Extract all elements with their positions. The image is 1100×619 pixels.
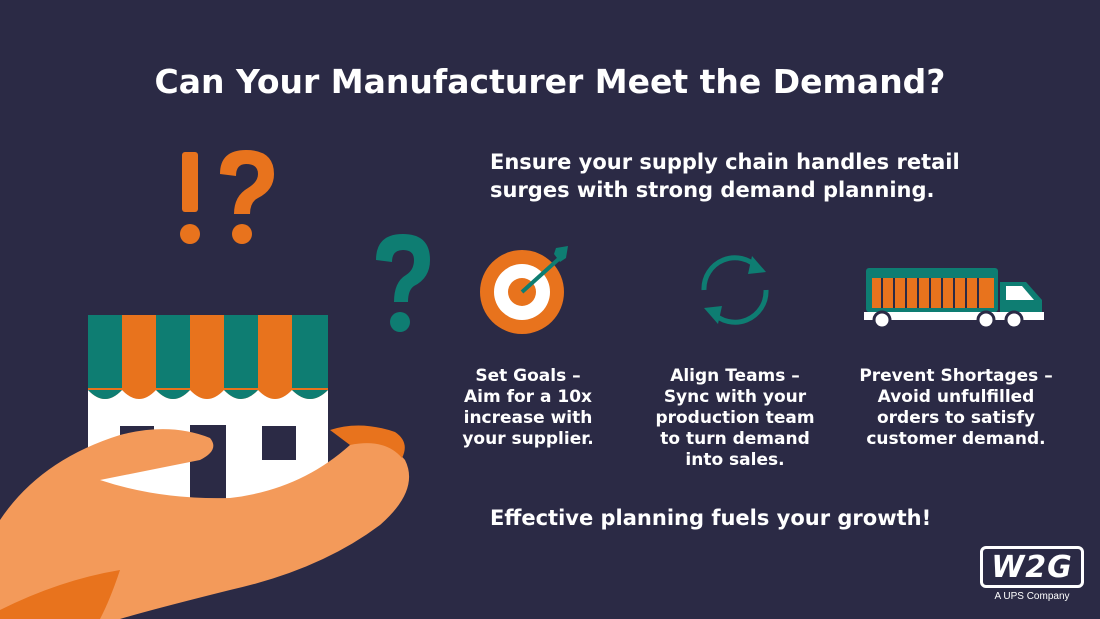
feature-line: Sync with your <box>663 387 807 407</box>
feature-align-teams: Align Teams – Sync with your production … <box>640 366 830 471</box>
feature-prevent-shortages: Prevent Shortages – Avoid unfulfilled or… <box>848 366 1064 450</box>
logo-tagline: A UPS Company <box>994 591 1070 602</box>
feature-line: Prevent Shortages – <box>859 366 1053 386</box>
footer-text: Effective planning fuels your growth! <box>490 506 932 530</box>
feature-line: Align Teams – <box>670 366 800 386</box>
feature-line: Aim for a 10x <box>463 387 592 407</box>
feature-line: to turn demand <box>660 429 810 449</box>
w2g-logo: W2G A UPS Company <box>980 546 1088 602</box>
feature-line: Avoid unfulfilled <box>877 387 1035 407</box>
subtitle: Ensure your supply chain handles retail … <box>490 148 1050 204</box>
hand-shop-illustration <box>0 315 410 619</box>
exclamation-question-icon <box>180 150 274 244</box>
truck-icon <box>864 268 1044 330</box>
feature-line: Set Goals – <box>475 366 581 386</box>
feature-line: production team <box>655 408 815 428</box>
feature-line: into sales. <box>685 450 785 470</box>
target-icon <box>480 246 568 334</box>
feature-line: orders to satisfy <box>876 408 1036 428</box>
logo-mark: W2G <box>980 546 1084 588</box>
page-title: Can Your Manufacturer Meet the Demand? <box>154 62 946 101</box>
feature-line: your supplier. <box>462 429 594 449</box>
feature-line: customer demand. <box>866 429 1046 449</box>
subtitle-line: surges with strong demand planning. <box>490 178 935 202</box>
subtitle-line: Ensure your supply chain handles retail <box>490 150 960 174</box>
feature-set-goals: Set Goals – Aim for a 10x increase with … <box>448 366 608 450</box>
sync-icon <box>701 255 769 325</box>
feature-line: increase with <box>463 408 593 428</box>
question-mark-icon <box>376 234 430 332</box>
